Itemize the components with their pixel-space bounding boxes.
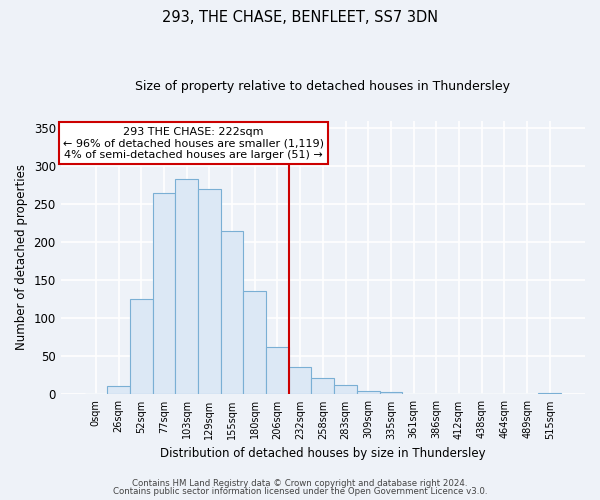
Text: Contains public sector information licensed under the Open Government Licence v3: Contains public sector information licen… [113, 487, 487, 496]
Bar [334, 384, 357, 394]
Text: Contains HM Land Registry data © Crown copyright and database right 2024.: Contains HM Land Registry data © Crown c… [132, 478, 468, 488]
Bar [244, 291, 266, 395]
Title: Size of property relative to detached houses in Thundersley: Size of property relative to detached ho… [136, 80, 511, 93]
Bar [107, 386, 130, 394]
Text: 293, THE CHASE, BENFLEET, SS7 3DN: 293, THE CHASE, BENFLEET, SS7 3DN [162, 10, 438, 25]
Bar [289, 367, 311, 394]
Bar [380, 392, 402, 394]
Bar [538, 393, 561, 394]
Bar [311, 378, 334, 394]
Bar [130, 298, 152, 394]
Bar [221, 231, 244, 394]
Bar [198, 189, 221, 394]
Bar [175, 179, 198, 394]
Y-axis label: Number of detached properties: Number of detached properties [15, 164, 28, 350]
Bar [152, 193, 175, 394]
Bar [266, 348, 289, 395]
X-axis label: Distribution of detached houses by size in Thundersley: Distribution of detached houses by size … [160, 447, 485, 460]
Bar [357, 390, 380, 394]
Text: 293 THE CHASE: 222sqm
← 96% of detached houses are smaller (1,119)
4% of semi-de: 293 THE CHASE: 222sqm ← 96% of detached … [63, 126, 324, 160]
